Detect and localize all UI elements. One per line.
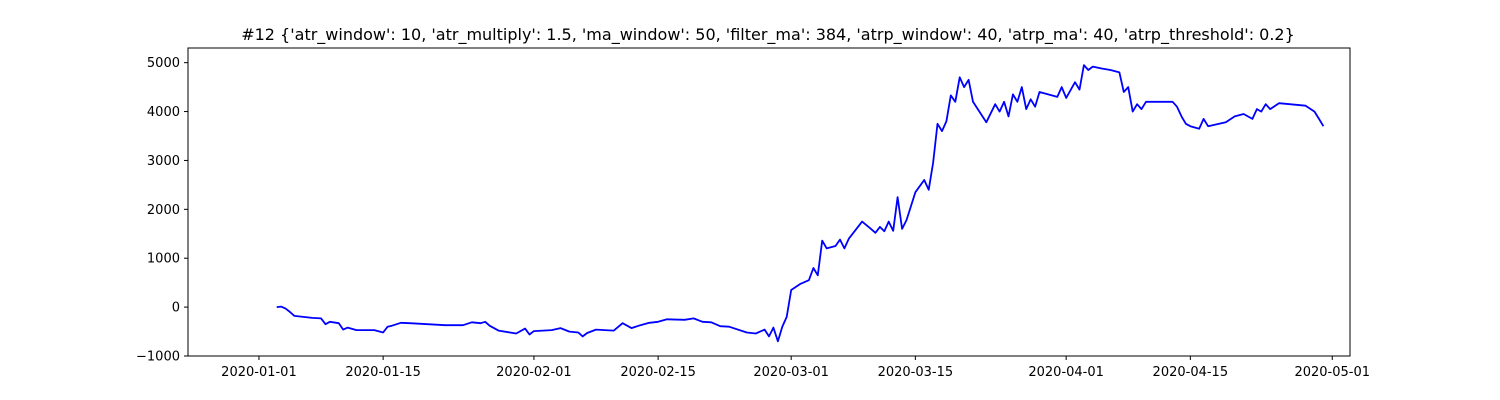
y-tick-label: 1000 [147, 252, 180, 267]
y-tick-label: 2000 [147, 203, 180, 218]
x-tick-label: 2020-02-15 [620, 365, 696, 380]
y-tick-label: 0 [172, 301, 180, 316]
x-tick-label: 2020-01-15 [345, 365, 421, 380]
x-tick-label: 2020-01-01 [221, 365, 297, 380]
x-tick-label: 2020-05-01 [1294, 365, 1370, 380]
x-tick-label: 2020-04-01 [1028, 365, 1104, 380]
series-layer [276, 64, 1325, 343]
x-tick-label: 2020-02-01 [496, 365, 572, 380]
x-tick-label: 2020-03-15 [878, 365, 954, 380]
chart-title: #12 {'atr_window': 10, 'atr_multiply': 1… [241, 25, 1295, 45]
x-axis: 2020-01-01 2020-01-15 2020-02-01 2020-02-15… [221, 356, 1370, 380]
y-tick-label: 5000 [147, 56, 180, 71]
x-tick-label: 2020-03-01 [753, 365, 829, 380]
series-line-0 [276, 64, 1325, 343]
y-tick-label: 3000 [147, 154, 180, 169]
x-tick-label: 2020-04-15 [1153, 365, 1229, 380]
y-axis: −1000 0 1000 2000 3000 4000 5000 [136, 56, 188, 365]
y-tick-label: −1000 [136, 350, 180, 365]
plot-frame [187, 47, 1351, 357]
y-tick-label: 4000 [147, 105, 180, 120]
